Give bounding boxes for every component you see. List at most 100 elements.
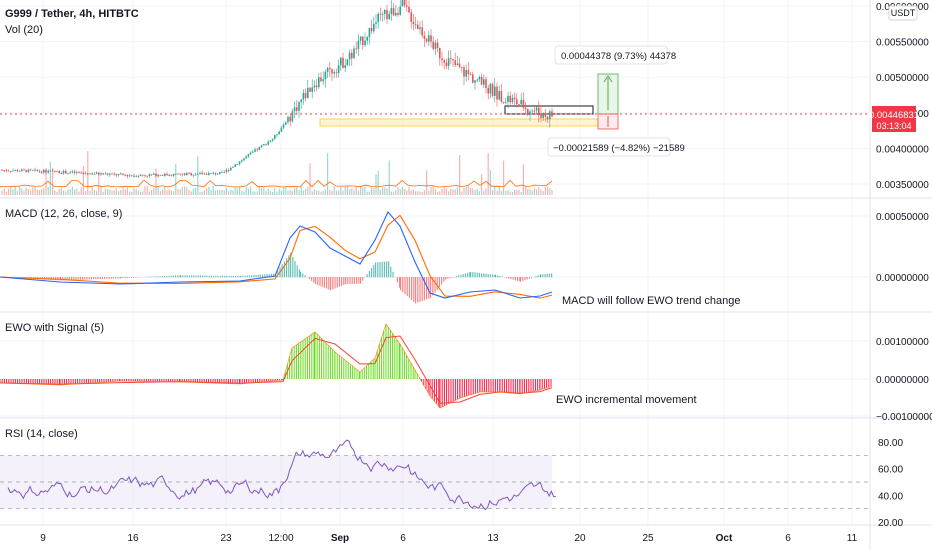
volume-bar — [520, 191, 522, 195]
candle-body — [95, 172, 98, 174]
volume-bar — [267, 188, 269, 195]
volume-bar — [410, 190, 412, 195]
candle-body — [304, 92, 307, 99]
candle-body — [153, 173, 155, 175]
volume-bar — [360, 186, 362, 195]
volume-bar — [164, 186, 166, 195]
volume-bar — [371, 187, 373, 195]
volume-bar — [448, 191, 450, 195]
macd-histogram-bar — [191, 275, 193, 278]
candle-body — [122, 173, 124, 175]
volume-bar — [505, 190, 507, 195]
candle-body — [128, 175, 131, 177]
volume-bar — [388, 160, 390, 195]
candle-body — [73, 171, 76, 173]
macd-histogram-bar — [66, 277, 68, 281]
volume-bar — [401, 186, 403, 195]
macd-histogram-bar — [326, 277, 328, 289]
volume-bar — [230, 189, 232, 195]
volume-bar — [115, 188, 117, 195]
bar-countdown: 03:13:04 — [876, 121, 911, 131]
volume-bar — [432, 186, 434, 195]
candle-body — [516, 99, 518, 105]
volume-bar — [228, 191, 230, 195]
candle-body — [27, 169, 30, 172]
macd-histogram-bar — [474, 272, 476, 278]
volume-bar — [256, 191, 258, 195]
volume-bar — [518, 189, 520, 195]
macd-pane[interactable] — [0, 210, 553, 304]
candle-body — [219, 172, 221, 174]
volume-bar — [313, 189, 315, 195]
candle-body — [45, 169, 47, 173]
macd-histogram-bar — [443, 277, 445, 282]
volume-bar — [533, 188, 535, 195]
volume-bar — [531, 190, 533, 195]
macd-histogram-bar — [128, 277, 130, 278]
candlesticks[interactable] — [1, 0, 553, 179]
volume-bar — [60, 187, 62, 195]
volume-bar — [10, 186, 12, 195]
time-tick-label: 11 — [847, 533, 858, 544]
candle-body — [454, 60, 456, 66]
volume-bar — [399, 189, 401, 195]
candle-body — [441, 58, 443, 61]
volume-bar — [496, 190, 498, 195]
macd-histogram-bar — [537, 275, 539, 278]
volume-bar — [544, 187, 546, 195]
macd-histogram-bar — [351, 277, 353, 284]
candle-body — [133, 175, 135, 177]
volume-bar — [54, 190, 56, 195]
candle-body — [329, 67, 331, 70]
volume-bar — [250, 186, 252, 195]
time-axis[interactable]: 9 16 23 12:00 Sep 6 13 20 25 Oct 6 11 — [40, 533, 857, 544]
ewo-pane[interactable] — [0, 323, 553, 409]
candle-body — [445, 62, 448, 66]
candle-body — [520, 99, 522, 105]
macd-histogram-bar — [204, 275, 206, 278]
candle-body — [36, 169, 38, 171]
macd-histogram-bar — [199, 275, 201, 278]
macd-histogram-bar — [508, 277, 510, 279]
measure-up-label: 0.00044378 (9.73%) 44378 — [561, 51, 676, 62]
currency-badge[interactable] — [888, 5, 918, 21]
rsi-pane[interactable] — [0, 439, 870, 511]
macd-histogram-bar — [150, 276, 152, 278]
candle-body — [172, 173, 175, 176]
macd-histogram-bar — [244, 275, 246, 278]
macd-histogram-bar — [390, 266, 392, 278]
candle-body — [40, 171, 43, 173]
volume-bar — [30, 190, 32, 195]
volume-bar — [324, 189, 326, 195]
candle-body — [474, 80, 476, 83]
ewo-tick-label: 0.00100000 — [876, 337, 929, 348]
macd-histogram-bar — [84, 277, 86, 280]
macd-histogram-bar — [197, 275, 199, 278]
candle-body — [265, 144, 267, 145]
volume-bar — [142, 191, 144, 195]
volume-bar — [217, 190, 219, 195]
candle-body — [522, 99, 525, 108]
measurement-tool[interactable] — [597, 73, 619, 130]
candle-body — [355, 48, 357, 50]
candle-body — [287, 116, 289, 123]
volume-bar — [368, 191, 370, 195]
macd-histogram-bar — [257, 274, 259, 278]
volume-bar — [254, 191, 256, 195]
candle-body — [234, 164, 236, 167]
candle-body — [84, 173, 87, 174]
ewo-tick-label: 0.00000000 — [876, 375, 929, 386]
candle-body — [278, 131, 280, 135]
macd-histogram-bar — [186, 275, 188, 278]
volume-bar — [483, 190, 485, 195]
volume-bar — [463, 188, 465, 195]
macd-histogram-bar — [159, 276, 161, 278]
volume-bar — [417, 190, 419, 195]
macd-histogram-bar — [172, 275, 174, 278]
candle-body — [340, 57, 342, 66]
candle-body — [38, 170, 41, 172]
volume-bar — [113, 190, 115, 195]
candle-body — [69, 172, 71, 174]
volume-bar — [173, 191, 175, 195]
